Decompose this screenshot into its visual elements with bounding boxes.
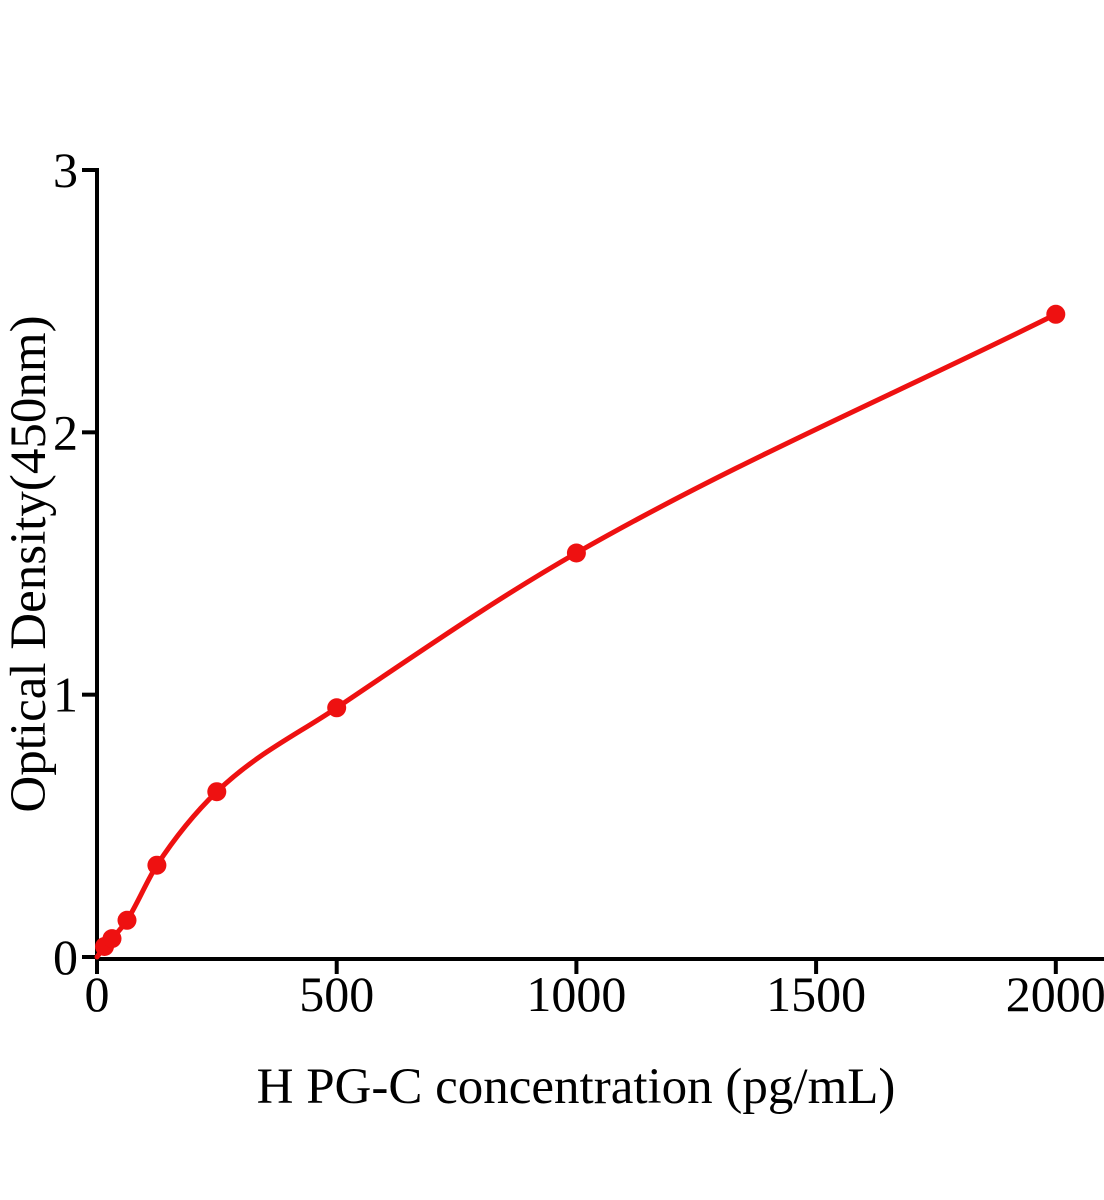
x-tick-label: 500 [299, 966, 374, 1022]
x-tick-label: 0 [85, 966, 110, 1022]
y-tick-label: 1 [53, 667, 78, 723]
data-point [102, 929, 122, 949]
data-point [147, 855, 167, 875]
y-tick-label: 0 [53, 929, 78, 985]
data-point [207, 782, 227, 802]
data-points [95, 304, 1066, 956]
axis-ticks [82, 168, 1058, 974]
data-point [117, 910, 137, 930]
data-point [327, 698, 347, 718]
axis-tick-labels: 0 1 2 3 0 500 1000 1500 2000 [53, 142, 1104, 1022]
y-axis-title: Optical Density(450nm) [1, 315, 57, 812]
x-tick-label: 1000 [526, 966, 626, 1022]
x-axis-title: H PG-C concentration (pg/mL) [257, 1059, 896, 1115]
curve-path [94, 311, 1059, 960]
x-tick-label: 1500 [766, 966, 866, 1022]
data-point [566, 543, 586, 563]
data-point [1046, 304, 1066, 324]
y-tick-label: 3 [53, 142, 78, 198]
y-tick-label: 2 [53, 404, 78, 460]
fit-curve [94, 311, 1059, 960]
axes [95, 168, 1104, 961]
x-tick-label: 2000 [1006, 966, 1104, 1022]
